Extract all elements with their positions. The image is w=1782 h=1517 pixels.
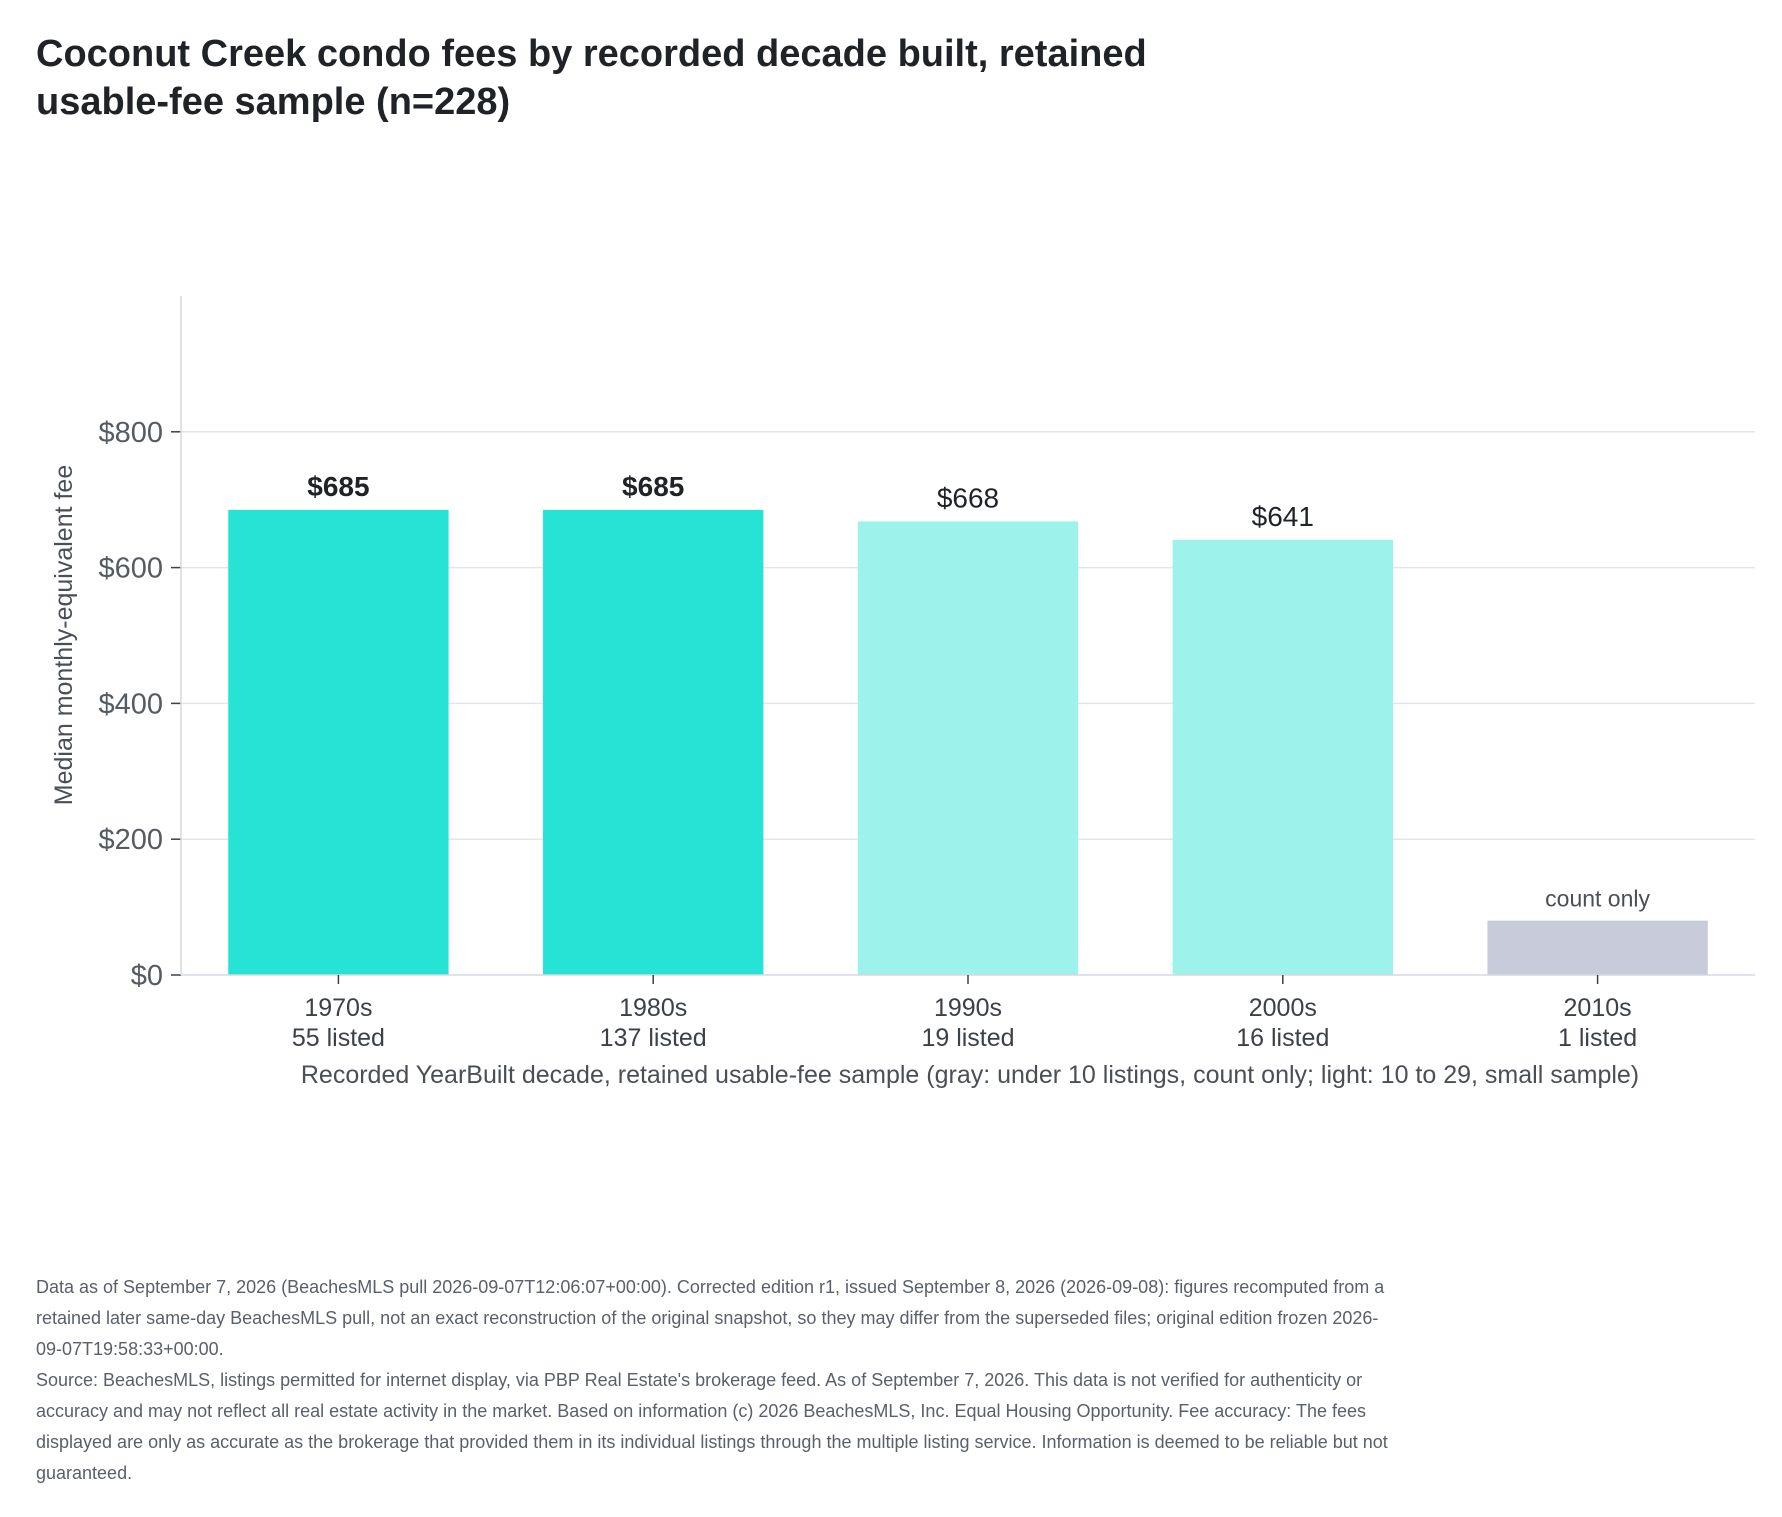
x-tick-label: 2000s	[1249, 994, 1317, 1022]
axes: $0 $200 $400 $600 $800	[98, 296, 1755, 992]
footer-notes: Data as of September 7, 2026 (BeachesMLS…	[36, 1272, 1396, 1489]
y-tick-label: $600	[98, 553, 163, 585]
bar-2000s	[1172, 539, 1393, 975]
bar-1970s	[228, 509, 449, 975]
bars	[228, 509, 1708, 975]
bar-2010s	[1487, 920, 1708, 975]
chart-title: Coconut Creek condo fees by recorded dec…	[36, 33, 1147, 123]
x-tick-count-label: 137 listed	[600, 1024, 707, 1052]
bar-1990s	[857, 521, 1079, 975]
x-tick-label: 1970s	[304, 994, 372, 1022]
y-tick-label: $800	[98, 417, 163, 449]
y-axis-title: Median monthly-equivalent fee	[50, 465, 78, 805]
footer-edition-note: Data as of September 7, 2026 (BeachesMLS…	[36, 1277, 1385, 1359]
y-tick-label: $0	[131, 960, 163, 992]
footer-source-note: Source: BeachesMLS, listings permitted f…	[36, 1370, 1388, 1483]
bar-1980s	[543, 509, 764, 975]
x-tick-label: 1990s	[934, 994, 1002, 1022]
x-tick-count-label: 16 listed	[1236, 1024, 1329, 1052]
x-tick-count-label: 55 listed	[292, 1024, 385, 1052]
x-tick-label: 2010s	[1564, 994, 1632, 1022]
x-axis-title: Recorded YearBuilt decade, retained usab…	[301, 1061, 1639, 1089]
y-tick-label: $200	[98, 824, 163, 856]
x-tick-count-label: 19 listed	[921, 1024, 1014, 1052]
y-tick-label: $400	[98, 688, 163, 720]
data-label: $668	[937, 482, 999, 513]
data-label: $641	[1252, 501, 1314, 532]
x-tick-count-label: 1 listed	[1558, 1024, 1637, 1052]
data-label: $685	[622, 471, 684, 502]
data-label: $685	[307, 471, 369, 502]
x-tick-label: 1980s	[619, 994, 687, 1022]
data-label: count only	[1545, 886, 1650, 912]
